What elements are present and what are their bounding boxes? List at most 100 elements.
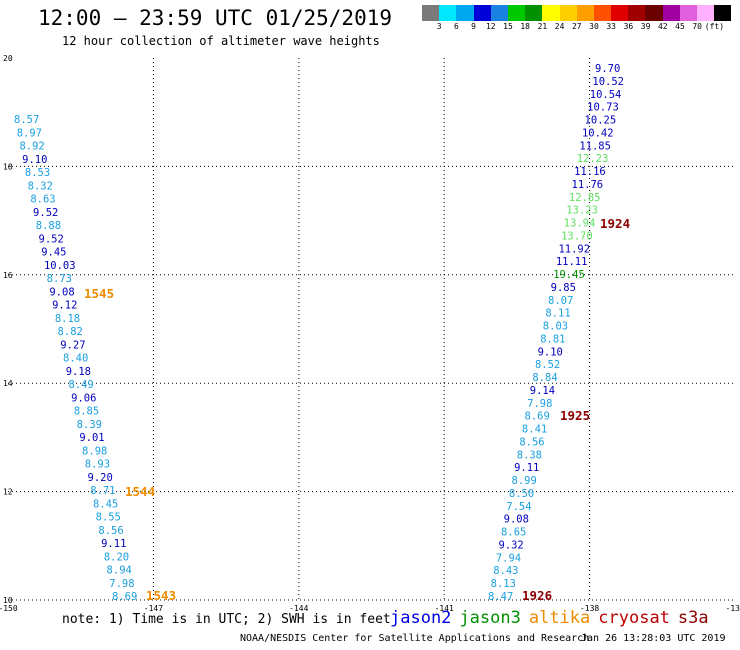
wave-observations: 8.578.978.929.108.538.328.639.528.889.52… — [14, 63, 624, 603]
wave-height-west: 9.06 — [71, 392, 96, 404]
color-scale-label: 39 — [640, 22, 651, 31]
wave-height-west: 8.97 — [17, 127, 42, 139]
page-subtitle: 12 hour collection of altimeter wave hei… — [62, 34, 380, 48]
color-swatch — [525, 5, 543, 21]
color-swatch — [576, 5, 594, 21]
wave-height-east: 9.08 — [504, 514, 529, 526]
wave-height-west: 8.49 — [68, 379, 93, 391]
color-scale-label: 36 — [623, 22, 634, 31]
color-swatch — [490, 5, 508, 21]
pass-time-label: 1543 — [146, 588, 176, 603]
wave-height-east: 12.23 — [577, 153, 609, 165]
satellite-jason3: jason3 — [459, 608, 521, 628]
wave-height-west: 9.01 — [79, 432, 104, 444]
wave-height-west: 8.53 — [25, 167, 50, 179]
wave-height-east: 7.94 — [496, 552, 521, 564]
wave-height-west: 8.73 — [47, 273, 72, 285]
color-scale-labels: 3 6 9 12 15 18 21 24 27 30 33 36 39 42 45 70 (ft) — [422, 22, 740, 34]
wave-height-west: 8.39 — [77, 419, 102, 431]
color-scale-label: 33 — [606, 22, 617, 31]
x-tick-label: -147 — [144, 604, 163, 613]
wave-height-east: 8.50 — [509, 488, 534, 500]
color-scale-label: (ft) — [704, 22, 725, 31]
wave-height-east: 9.85 — [551, 282, 576, 294]
color-swatch — [714, 5, 732, 21]
wave-height-west: 9.52 — [33, 207, 58, 219]
wave-height-east: 8.81 — [540, 333, 565, 345]
color-swatch — [542, 5, 560, 21]
wave-height-east: 8.69 — [525, 411, 550, 423]
color-scale-label: 70 — [692, 22, 703, 31]
wave-height-west: 9.52 — [39, 233, 64, 245]
credit-line: NOAA/NESDIS Center for Satellite Applica… — [240, 633, 590, 644]
page-title: 12:00 – 23:59 UTC 01/25/2019 — [38, 6, 393, 30]
wave-height-east: 8.84 — [532, 372, 557, 384]
satellite-cryosat: cryosat — [598, 608, 670, 628]
wave-height-west: 9.45 — [41, 247, 66, 259]
wave-height-west: 8.94 — [107, 565, 132, 577]
wave-height-east: 8.03 — [543, 321, 568, 333]
wave-height-east: 10.42 — [582, 127, 614, 139]
wave-height-west: 8.82 — [58, 326, 83, 338]
wave-height-west: 9.27 — [60, 339, 85, 351]
wave-height-east: 11.92 — [558, 243, 590, 255]
wave-height-east: 8.07 — [548, 295, 573, 307]
pass-time-label: 1926 — [522, 588, 552, 603]
wave-height-west: 8.85 — [74, 406, 99, 418]
wave-height-east: 9.11 — [514, 462, 539, 474]
color-scale-label: 6 — [453, 22, 459, 31]
color-swatch — [439, 5, 457, 21]
color-scale-label: 21 — [537, 22, 548, 31]
wave-height-east: 8.41 — [522, 424, 547, 436]
y-tick-label: 14 — [3, 379, 13, 388]
wave-height-west: 8.88 — [36, 220, 61, 232]
wave-height-west: 9.10 — [22, 154, 47, 166]
wave-height-east: 10.52 — [592, 76, 624, 88]
wave-height-east: 8.52 — [535, 359, 560, 371]
color-scale-label: 3 — [436, 22, 442, 31]
wave-height-west: 8.93 — [85, 459, 110, 471]
color-scale-label: 9 — [471, 22, 477, 31]
y-tick-label: 10 — [3, 596, 13, 605]
wave-height-west: 9.18 — [66, 366, 91, 378]
color-swatch — [422, 5, 440, 21]
wave-height-west: 8.55 — [96, 512, 121, 524]
wave-height-west: 8.98 — [82, 445, 107, 457]
satellite-jason2: jason2 — [390, 608, 452, 628]
wave-height-east: 9.32 — [498, 539, 523, 551]
wave-height-west: 10.03 — [44, 260, 76, 272]
wave-height-east: 8.43 — [493, 565, 518, 577]
wave-height-east: 8.47 — [488, 591, 513, 603]
wave-height-west: 8.69 — [112, 591, 137, 603]
color-scale-label: 42 — [657, 22, 668, 31]
x-tick-label: -144 — [289, 604, 308, 613]
wave-height-east: 8.13 — [491, 578, 516, 590]
wave-height-west: 8.56 — [98, 525, 123, 537]
satellite-legend: jason2 jason3 altika cryosat s3a — [390, 608, 717, 628]
wave-height-west: 8.71 — [90, 485, 115, 497]
color-swatch — [593, 5, 612, 21]
pass-time-label: 1925 — [560, 408, 590, 423]
x-tick-label: -150 — [0, 604, 18, 613]
pass-time-labels: 1545 1544 1543 1924 1925 1926 — [84, 216, 630, 603]
wave-height-east: 13.23 — [566, 205, 598, 217]
wave-height-west: 8.63 — [30, 194, 55, 206]
color-scale-label: 12 — [485, 22, 496, 31]
pass-time-label: 1545 — [84, 286, 114, 301]
color-swatch — [662, 5, 680, 21]
color-scale-label: 24 — [554, 22, 565, 31]
pass-time-label: 1544 — [125, 484, 155, 499]
x-tick-label: -13 — [726, 604, 740, 613]
wave-height-east: 8.38 — [517, 449, 542, 461]
wave-height-east: 11.76 — [572, 179, 604, 191]
color-scale-label: 18 — [520, 22, 531, 31]
wave-height-east: 11.16 — [574, 166, 606, 178]
wave-height-west: 8.45 — [93, 498, 118, 510]
wave-height-west: 8.40 — [63, 353, 88, 365]
wave-height-east: 8.99 — [511, 475, 536, 487]
x-tick-label: -141 — [435, 604, 454, 613]
satellite-s3a: s3a — [677, 608, 709, 628]
color-swatch — [645, 5, 663, 21]
color-scale-label: 30 — [589, 22, 599, 31]
